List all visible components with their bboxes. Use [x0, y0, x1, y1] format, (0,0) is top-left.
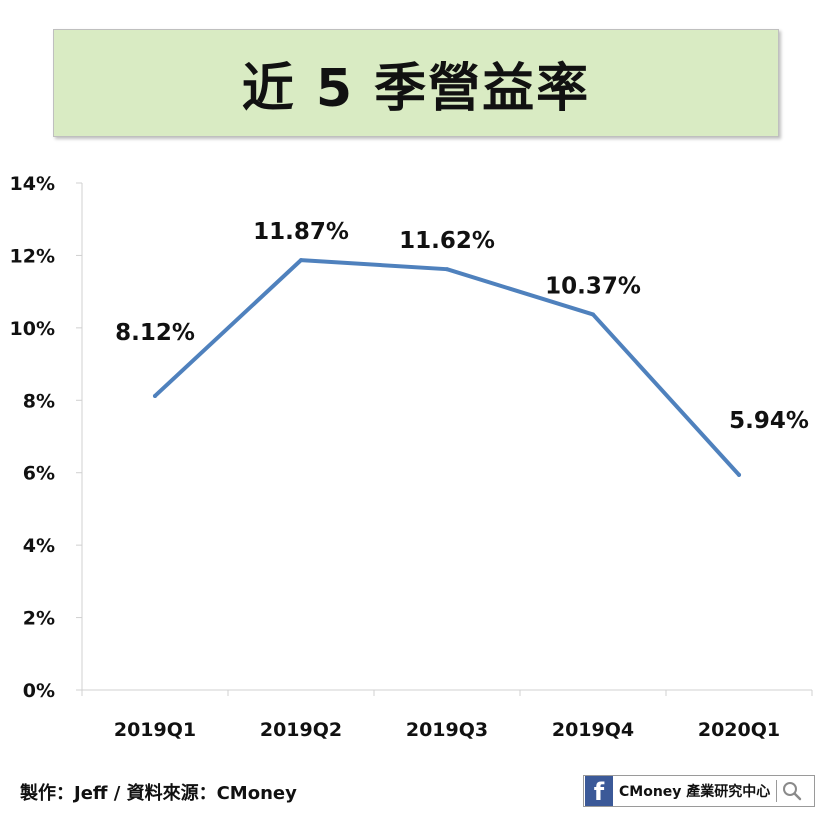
- y-tick-label: 14%: [10, 173, 55, 195]
- y-axis: 0% 2% 4% 6% 8% 10% 12% 14%: [10, 173, 83, 702]
- credit-text: 製作：Jeff / 資料來源：CMoney: [20, 783, 297, 804]
- data-point: [153, 393, 157, 398]
- badge-text: CMoney 產業研究中心: [619, 784, 771, 800]
- x-tick-label: 2019Q1: [114, 719, 196, 741]
- data-point: [299, 258, 303, 263]
- y-tick-label: 4%: [23, 535, 55, 557]
- search-icon[interactable]: [781, 780, 803, 802]
- x-tick-label: 2019Q3: [406, 719, 488, 741]
- data-label: 8.12%: [115, 320, 195, 346]
- x-tick-label: 2020Q1: [698, 719, 780, 741]
- series-lines: [153, 258, 741, 477]
- x-axis: 2019Q1 2019Q2 2019Q3 2019Q4 2020Q1: [81, 689, 813, 741]
- data-label: 11.62%: [399, 228, 495, 254]
- series-line: [153, 258, 741, 477]
- x-tick-label: 2019Q2: [260, 719, 342, 741]
- line-chart: 0%2%4%6%8%10%12%14% 2019Q1 2019Q2 2019Q3 20…: [10, 173, 813, 741]
- y-tick-label: 6%: [23, 463, 55, 485]
- data-label: 5.94%: [729, 408, 809, 434]
- y-tick-label: 10%: [10, 318, 55, 340]
- data-labels: 8.12% 11.87% 11.62% 10.37% 5.94%: [115, 219, 809, 434]
- data-point: [445, 267, 449, 272]
- data-point: [737, 472, 741, 477]
- y-tick-label: 12%: [10, 245, 55, 267]
- chart-title-box: 近 5 季營益率: [53, 29, 779, 137]
- chart-title: 近 5 季營益率: [241, 58, 591, 119]
- cmoney-badge[interactable]: f CMoney 產業研究中心: [583, 775, 815, 807]
- y-tick-label: 2%: [23, 608, 55, 630]
- data-point: [591, 312, 595, 317]
- facebook-icon: f: [585, 776, 613, 806]
- data-label: 11.87%: [253, 219, 349, 245]
- y-tick-label: 0%: [23, 680, 55, 702]
- x-tick-label: 2019Q4: [552, 719, 634, 741]
- badge-divider: [776, 780, 778, 802]
- data-label: 10.37%: [545, 273, 641, 299]
- y-tick-label: 8%: [23, 390, 55, 412]
